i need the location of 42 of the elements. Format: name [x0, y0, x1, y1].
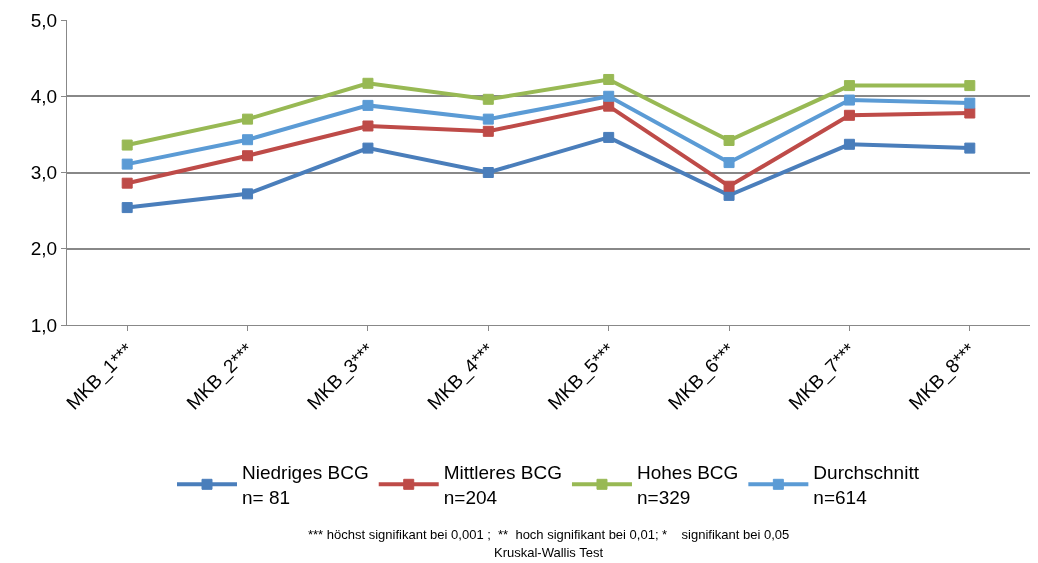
point — [121, 202, 133, 214]
point — [964, 142, 976, 154]
point — [843, 138, 855, 150]
point — [242, 150, 254, 162]
point — [362, 120, 374, 132]
y-tick-label: 5,0 — [30, 9, 58, 31]
point — [482, 93, 494, 105]
point — [723, 134, 735, 146]
point — [843, 80, 855, 92]
point — [482, 113, 494, 125]
point — [121, 177, 133, 189]
legend-label: Hohes BCG n=329 — [636, 462, 739, 509]
point — [964, 97, 976, 109]
point — [723, 180, 735, 192]
y-tick-label: 2,0 — [30, 238, 58, 260]
y-tick-label: 4,0 — [30, 85, 58, 107]
point — [242, 113, 254, 125]
legend-label: Niedriges BCG n= 81 — [242, 462, 369, 509]
point — [242, 134, 254, 146]
point — [723, 157, 735, 169]
point — [121, 139, 133, 151]
point — [482, 125, 494, 137]
point — [603, 73, 615, 85]
point — [843, 109, 855, 121]
text: Kruskal-Wallis Test — [494, 545, 604, 560]
point — [121, 158, 133, 170]
point — [242, 188, 254, 200]
text: *** höchst signifikant bei 0,001 ; ** hoch signifikant bei 0,01; * signifikant bei 0,05 — [308, 527, 790, 542]
point — [843, 94, 855, 106]
legend-label: Mittleres BCG n=204 — [443, 462, 562, 509]
legend-label: Durchschnitt n=614 — [813, 462, 920, 509]
point — [603, 131, 615, 143]
point — [964, 80, 976, 92]
point — [482, 167, 494, 178]
y-tick-label: 1,0 — [30, 314, 58, 336]
point — [603, 100, 615, 112]
point — [964, 107, 976, 119]
point — [603, 90, 615, 102]
y-tick-label: 3,0 — [30, 162, 58, 184]
point — [362, 77, 374, 89]
point — [362, 99, 374, 111]
point — [362, 142, 374, 154]
